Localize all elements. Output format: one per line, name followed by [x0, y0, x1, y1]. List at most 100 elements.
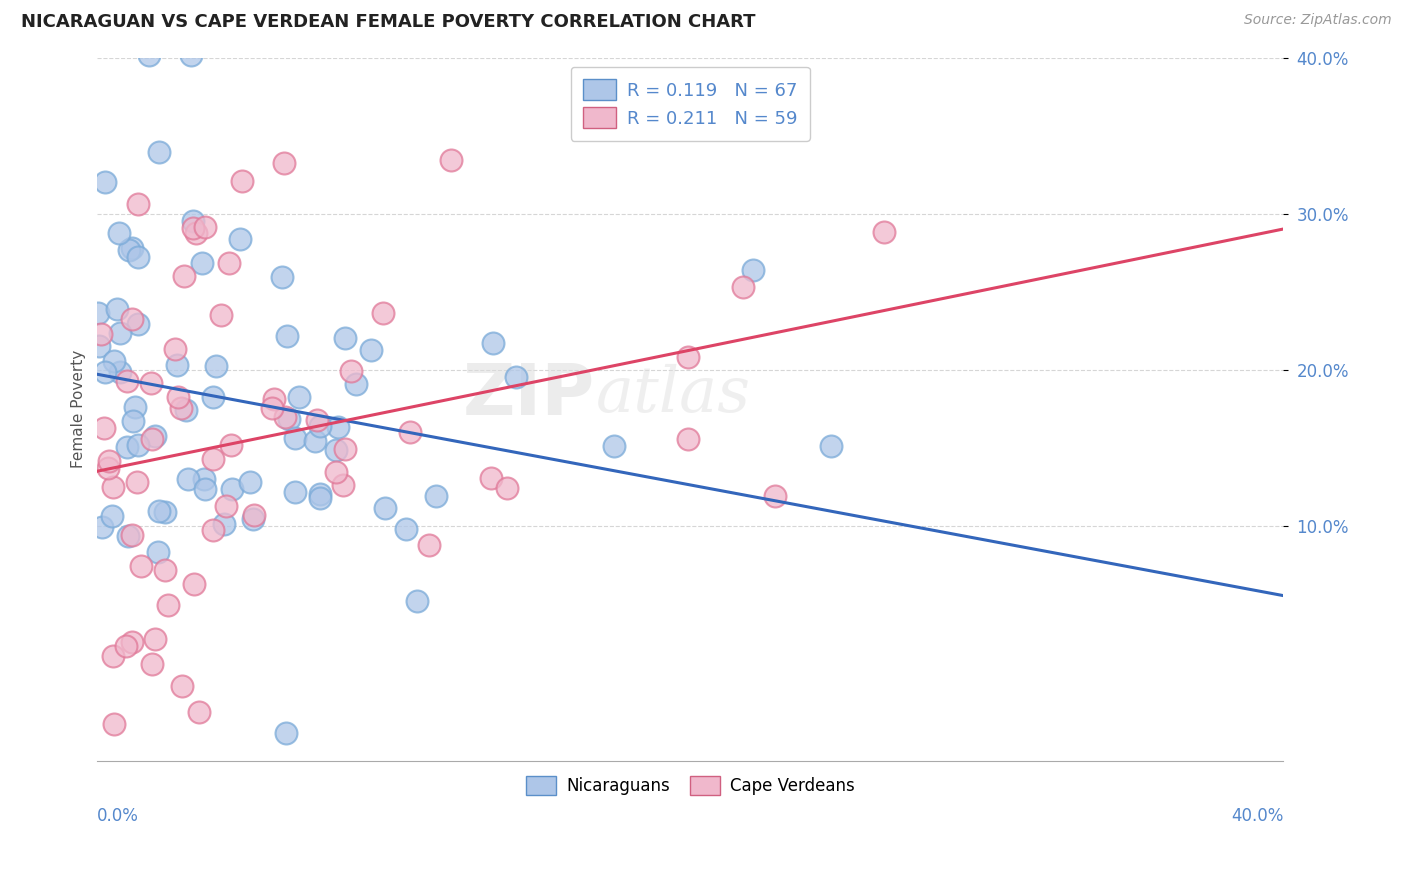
Point	[209, 308, 232, 322]
Point	[263, 392, 285, 406]
Point	[309, 487, 332, 501]
Text: 40.0%: 40.0%	[1230, 806, 1284, 824]
Point	[406, 593, 429, 607]
Point	[191, 256, 214, 270]
Point	[215, 500, 238, 514]
Point	[219, 438, 242, 452]
Point	[118, 243, 141, 257]
Point	[218, 256, 240, 270]
Point	[440, 153, 463, 168]
Point	[481, 336, 503, 351]
Point	[141, 432, 163, 446]
Point	[153, 563, 176, 577]
Point	[148, 504, 170, 518]
Point	[741, 262, 763, 277]
Point	[91, 520, 114, 534]
Point	[117, 529, 139, 543]
Point	[101, 508, 124, 523]
Point	[181, 220, 204, 235]
Text: atlas: atlas	[595, 365, 751, 426]
Point	[496, 481, 519, 495]
Point	[309, 418, 332, 433]
Point	[284, 431, 307, 445]
Point	[97, 460, 120, 475]
Point	[276, 329, 298, 343]
Point	[231, 174, 253, 188]
Point	[114, 639, 136, 653]
Point	[873, 225, 896, 239]
Point	[678, 351, 700, 365]
Point	[121, 312, 143, 326]
Point	[304, 434, 326, 449]
Point	[127, 317, 149, 331]
Point	[325, 442, 347, 457]
Point	[183, 577, 205, 591]
Point	[479, 470, 502, 484]
Point	[87, 339, 110, 353]
Point	[204, 359, 226, 373]
Point	[360, 343, 382, 357]
Point	[98, 454, 121, 468]
Point	[122, 414, 145, 428]
Y-axis label: Female Poverty: Female Poverty	[72, 351, 86, 468]
Point	[602, 439, 624, 453]
Point	[184, 226, 207, 240]
Point	[181, 214, 204, 228]
Point	[287, 390, 309, 404]
Point	[202, 391, 225, 405]
Point	[166, 390, 188, 404]
Point	[103, 480, 125, 494]
Point	[129, 559, 152, 574]
Point	[188, 705, 211, 719]
Point	[398, 425, 420, 440]
Point	[733, 280, 755, 294]
Point	[212, 516, 235, 531]
Point	[176, 402, 198, 417]
Point	[335, 331, 357, 345]
Point	[339, 364, 361, 378]
Point	[763, 489, 786, 503]
Point	[148, 145, 170, 160]
Point	[124, 400, 146, 414]
Point	[274, 726, 297, 740]
Point	[103, 354, 125, 368]
Point	[332, 478, 354, 492]
Point	[127, 197, 149, 211]
Point	[127, 250, 149, 264]
Point	[277, 412, 299, 426]
Point	[309, 491, 332, 505]
Point	[194, 482, 217, 496]
Point	[328, 419, 350, 434]
Point	[425, 489, 447, 503]
Point	[105, 301, 128, 316]
Point	[139, 376, 162, 391]
Point	[121, 528, 143, 542]
Text: ZIP: ZIP	[463, 360, 595, 430]
Point	[115, 440, 138, 454]
Point	[166, 358, 188, 372]
Point	[229, 232, 252, 246]
Text: Source: ZipAtlas.com: Source: ZipAtlas.com	[1244, 13, 1392, 28]
Point	[395, 522, 418, 536]
Point	[260, 401, 283, 416]
Point	[94, 365, 117, 379]
Legend: Nicaraguans, Cape Verdeans: Nicaraguans, Cape Verdeans	[519, 769, 860, 802]
Point	[94, 175, 117, 189]
Point	[242, 508, 264, 522]
Point	[115, 374, 138, 388]
Point	[239, 475, 262, 490]
Point	[221, 482, 243, 496]
Point	[307, 413, 329, 427]
Point	[127, 438, 149, 452]
Point	[201, 452, 224, 467]
Text: NICARAGUAN VS CAPE VERDEAN FEMALE POVERTY CORRELATION CHART: NICARAGUAN VS CAPE VERDEAN FEMALE POVERT…	[21, 13, 755, 31]
Point	[194, 219, 217, 234]
Point	[170, 401, 193, 415]
Point	[143, 429, 166, 443]
Point	[270, 269, 292, 284]
Point	[373, 306, 395, 320]
Point	[138, 48, 160, 62]
Point	[273, 156, 295, 170]
Point	[676, 432, 699, 446]
Point	[374, 500, 396, 515]
